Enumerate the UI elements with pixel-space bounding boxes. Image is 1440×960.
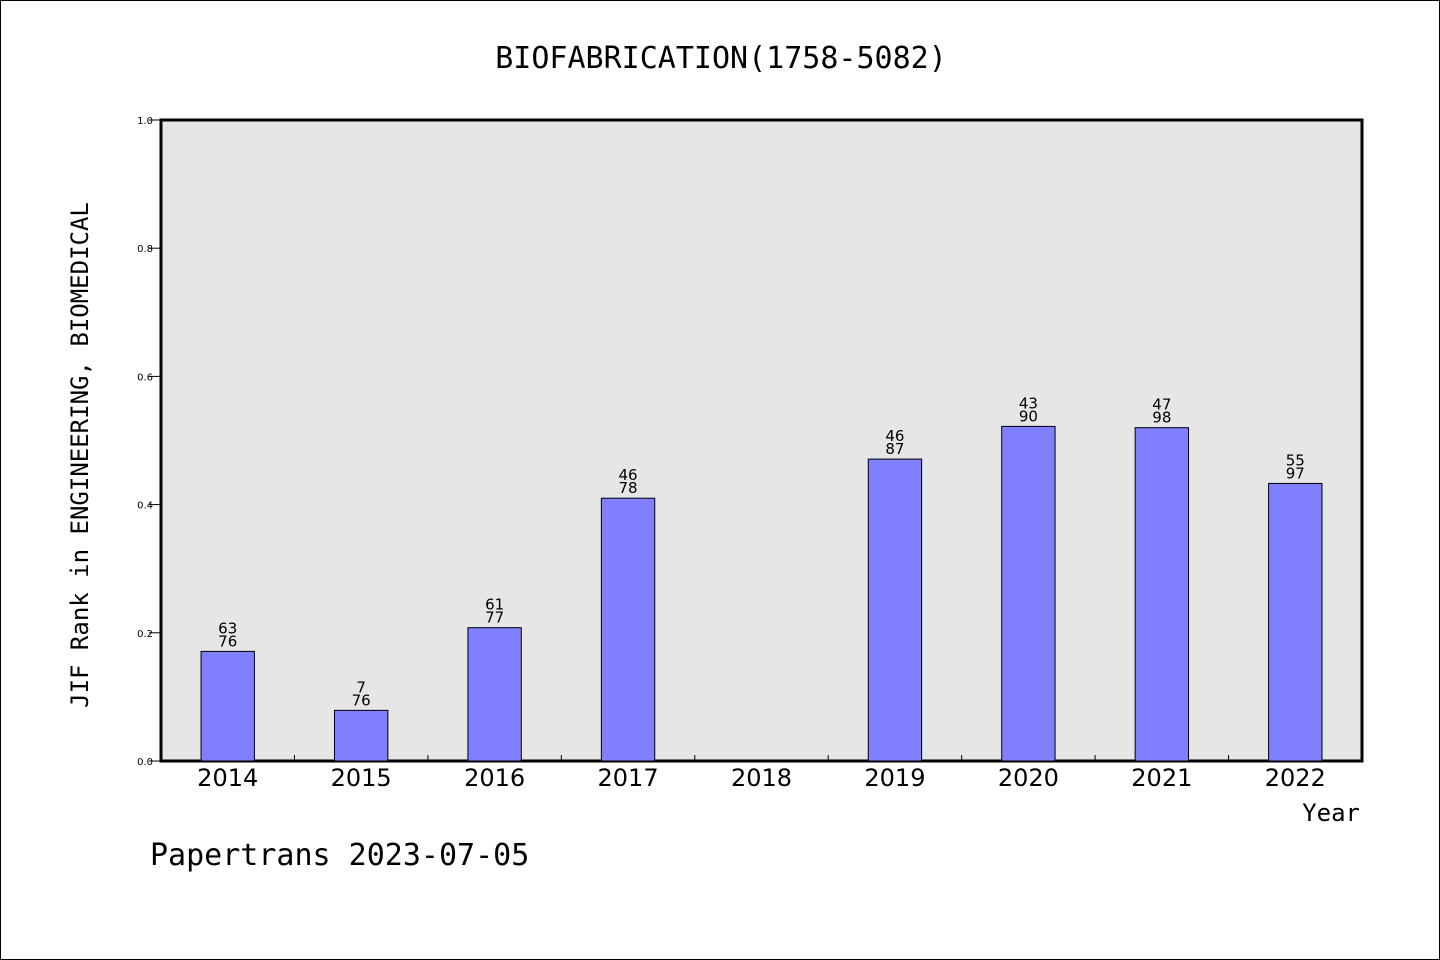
y-tick-label: 0.6 (137, 372, 153, 383)
y-tick-label: 0.4 (137, 501, 153, 512)
bar-label-bottom: 76 (218, 632, 237, 650)
bar-label-bottom: 76 (352, 691, 371, 709)
bar-label-top: 46 (885, 427, 904, 445)
y-axis: 0.0 0.2 0.4 0.6 0.8 1.0 (137, 116, 161, 768)
bar-label-bottom: 77 (485, 609, 504, 627)
y-axis-label: JIF Rank in ENGINEERING, BIOMEDICAL (66, 202, 94, 708)
y-tick-label: 1.0 (137, 116, 153, 127)
bar-label-bottom: 97 (1286, 464, 1305, 482)
bar-label-top: 63 (218, 619, 237, 637)
x-tick-label: 2017 (598, 764, 659, 792)
x-axis-label: Year (1302, 799, 1360, 827)
bar-label-top: 61 (485, 596, 504, 614)
x-axis: 2014 2015 2016 2017 2018 2019 2020 2021 2022 (197, 755, 1326, 792)
x-tick-label: 2019 (864, 764, 925, 792)
bar-2021 (1134, 427, 1190, 762)
chart-title: BIOFABRICATION(1758-5082) (495, 41, 947, 76)
bar-label-top: 47 (1152, 396, 1171, 414)
bar-label-top: 55 (1286, 451, 1305, 469)
x-tick-label: 2021 (1131, 764, 1192, 792)
y-tick-label: 0.0 (137, 757, 153, 768)
bar-label-top: 43 (1019, 394, 1038, 412)
bar-label-bottom: 90 (1019, 407, 1038, 425)
footer-text: Papertrans 2023-07-05 (150, 838, 529, 873)
bar-2014 (200, 650, 255, 762)
bar-label-bottom: 98 (1152, 409, 1171, 427)
bar-2019 (867, 458, 923, 762)
bars (200, 425, 1323, 762)
x-tick-label: 2015 (331, 764, 392, 792)
x-tick-label: 2018 (731, 764, 792, 792)
x-tick-label: 2020 (998, 764, 1059, 792)
bar-label-bottom: 87 (885, 440, 904, 458)
bar-2016 (467, 627, 522, 762)
bar-2017 (600, 497, 656, 762)
x-tick-label: 2022 (1265, 764, 1326, 792)
bar-2015 (333, 709, 389, 762)
x-tick-label: 2016 (464, 764, 525, 792)
y-tick-label: 0.8 (137, 244, 153, 255)
bar-label-top: 46 (619, 466, 638, 484)
bar-label-bottom: 78 (619, 479, 638, 497)
x-tick-label: 2014 (197, 764, 258, 792)
bar-2022 (1268, 482, 1323, 762)
bar-label-top: 7 (356, 678, 366, 696)
y-tick-label: 0.2 (137, 629, 153, 640)
bar-2020 (1001, 425, 1056, 762)
